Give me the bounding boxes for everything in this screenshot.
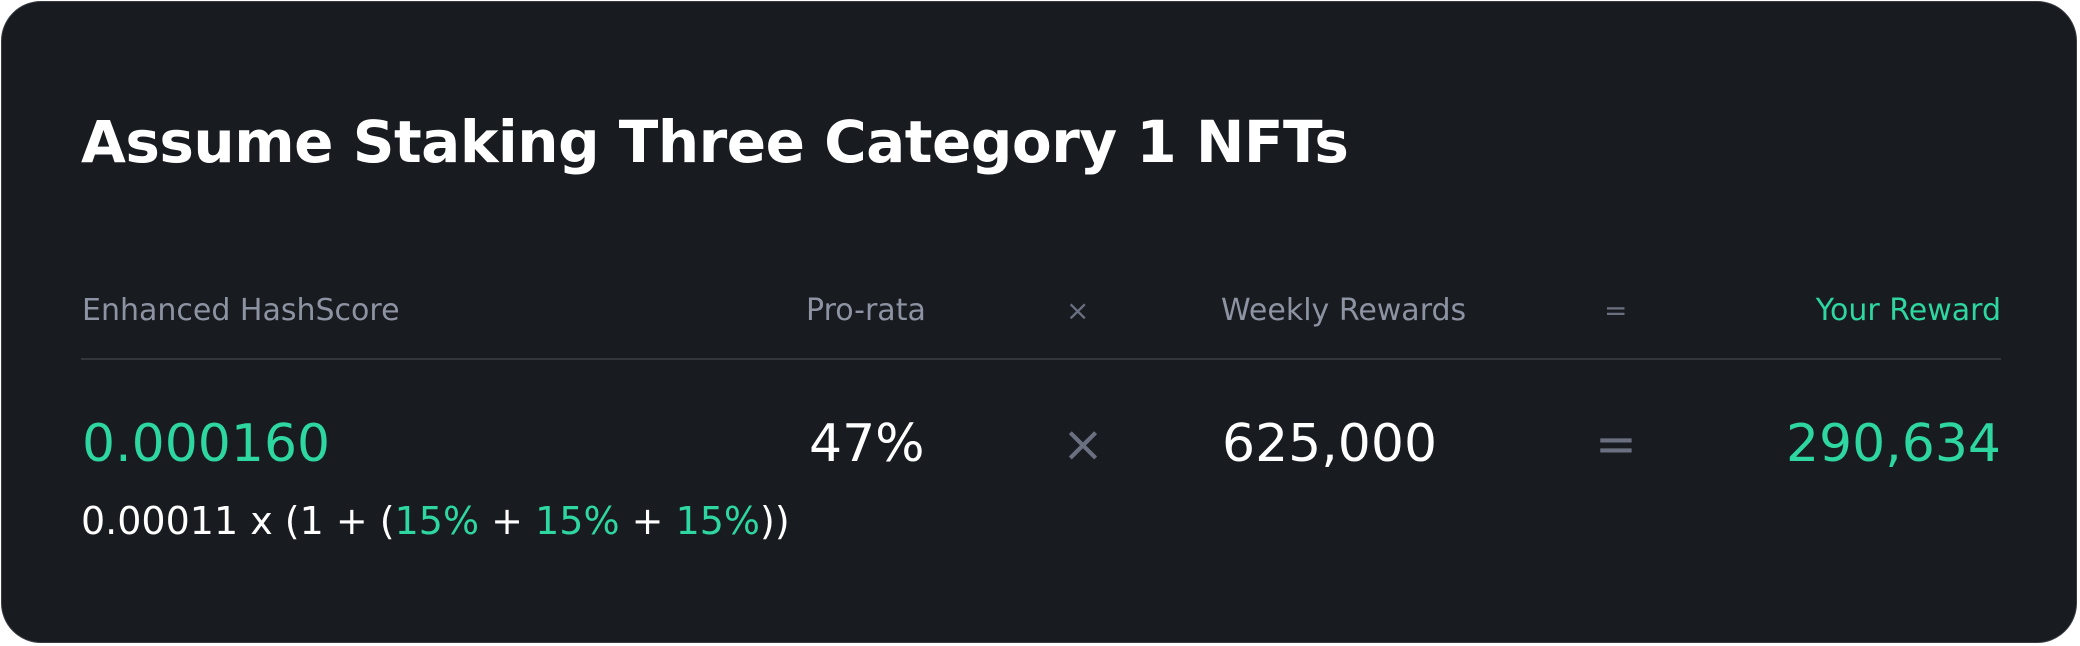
hashscore-formula: 0.00011 x (1 + (15% + 15% + 15%)) — [81, 496, 790, 546]
multiply-icon: × — [1062, 415, 1104, 473]
header-weekly-rewards: Weekly Rewards — [1221, 293, 1467, 328]
header-your-reward: Your Reward — [1815, 293, 2001, 328]
formula-suffix: )) — [760, 499, 790, 543]
weekly-rewards-value: 625,000 — [1222, 414, 1438, 474]
pro-rata-value: 47% — [809, 414, 925, 474]
formula-boost-2: 15% — [535, 499, 620, 543]
header-enhanced-hashscore: Enhanced HashScore — [82, 293, 400, 328]
header-pro-rata: Pro-rata — [806, 293, 926, 328]
formula-boost-3: 15% — [675, 499, 761, 543]
header-multiply-icon: × — [1066, 294, 1090, 327]
equals-icon: = — [1595, 415, 1637, 473]
formula-prefix: 0.00011 x (1 + ( — [81, 499, 395, 543]
your-reward-value: 290,634 — [1785, 414, 2001, 474]
formula-boost-1: 15% — [394, 499, 480, 543]
header-divider — [81, 358, 2001, 360]
header-equals-icon: = — [1604, 294, 1628, 327]
formula-plus-1: + — [479, 499, 536, 543]
formula-plus-2: + — [619, 499, 676, 543]
card-title: Assume Staking Three Category 1 NFTs — [81, 108, 1349, 176]
enhanced-hashscore-value: 0.000160 — [82, 414, 331, 474]
